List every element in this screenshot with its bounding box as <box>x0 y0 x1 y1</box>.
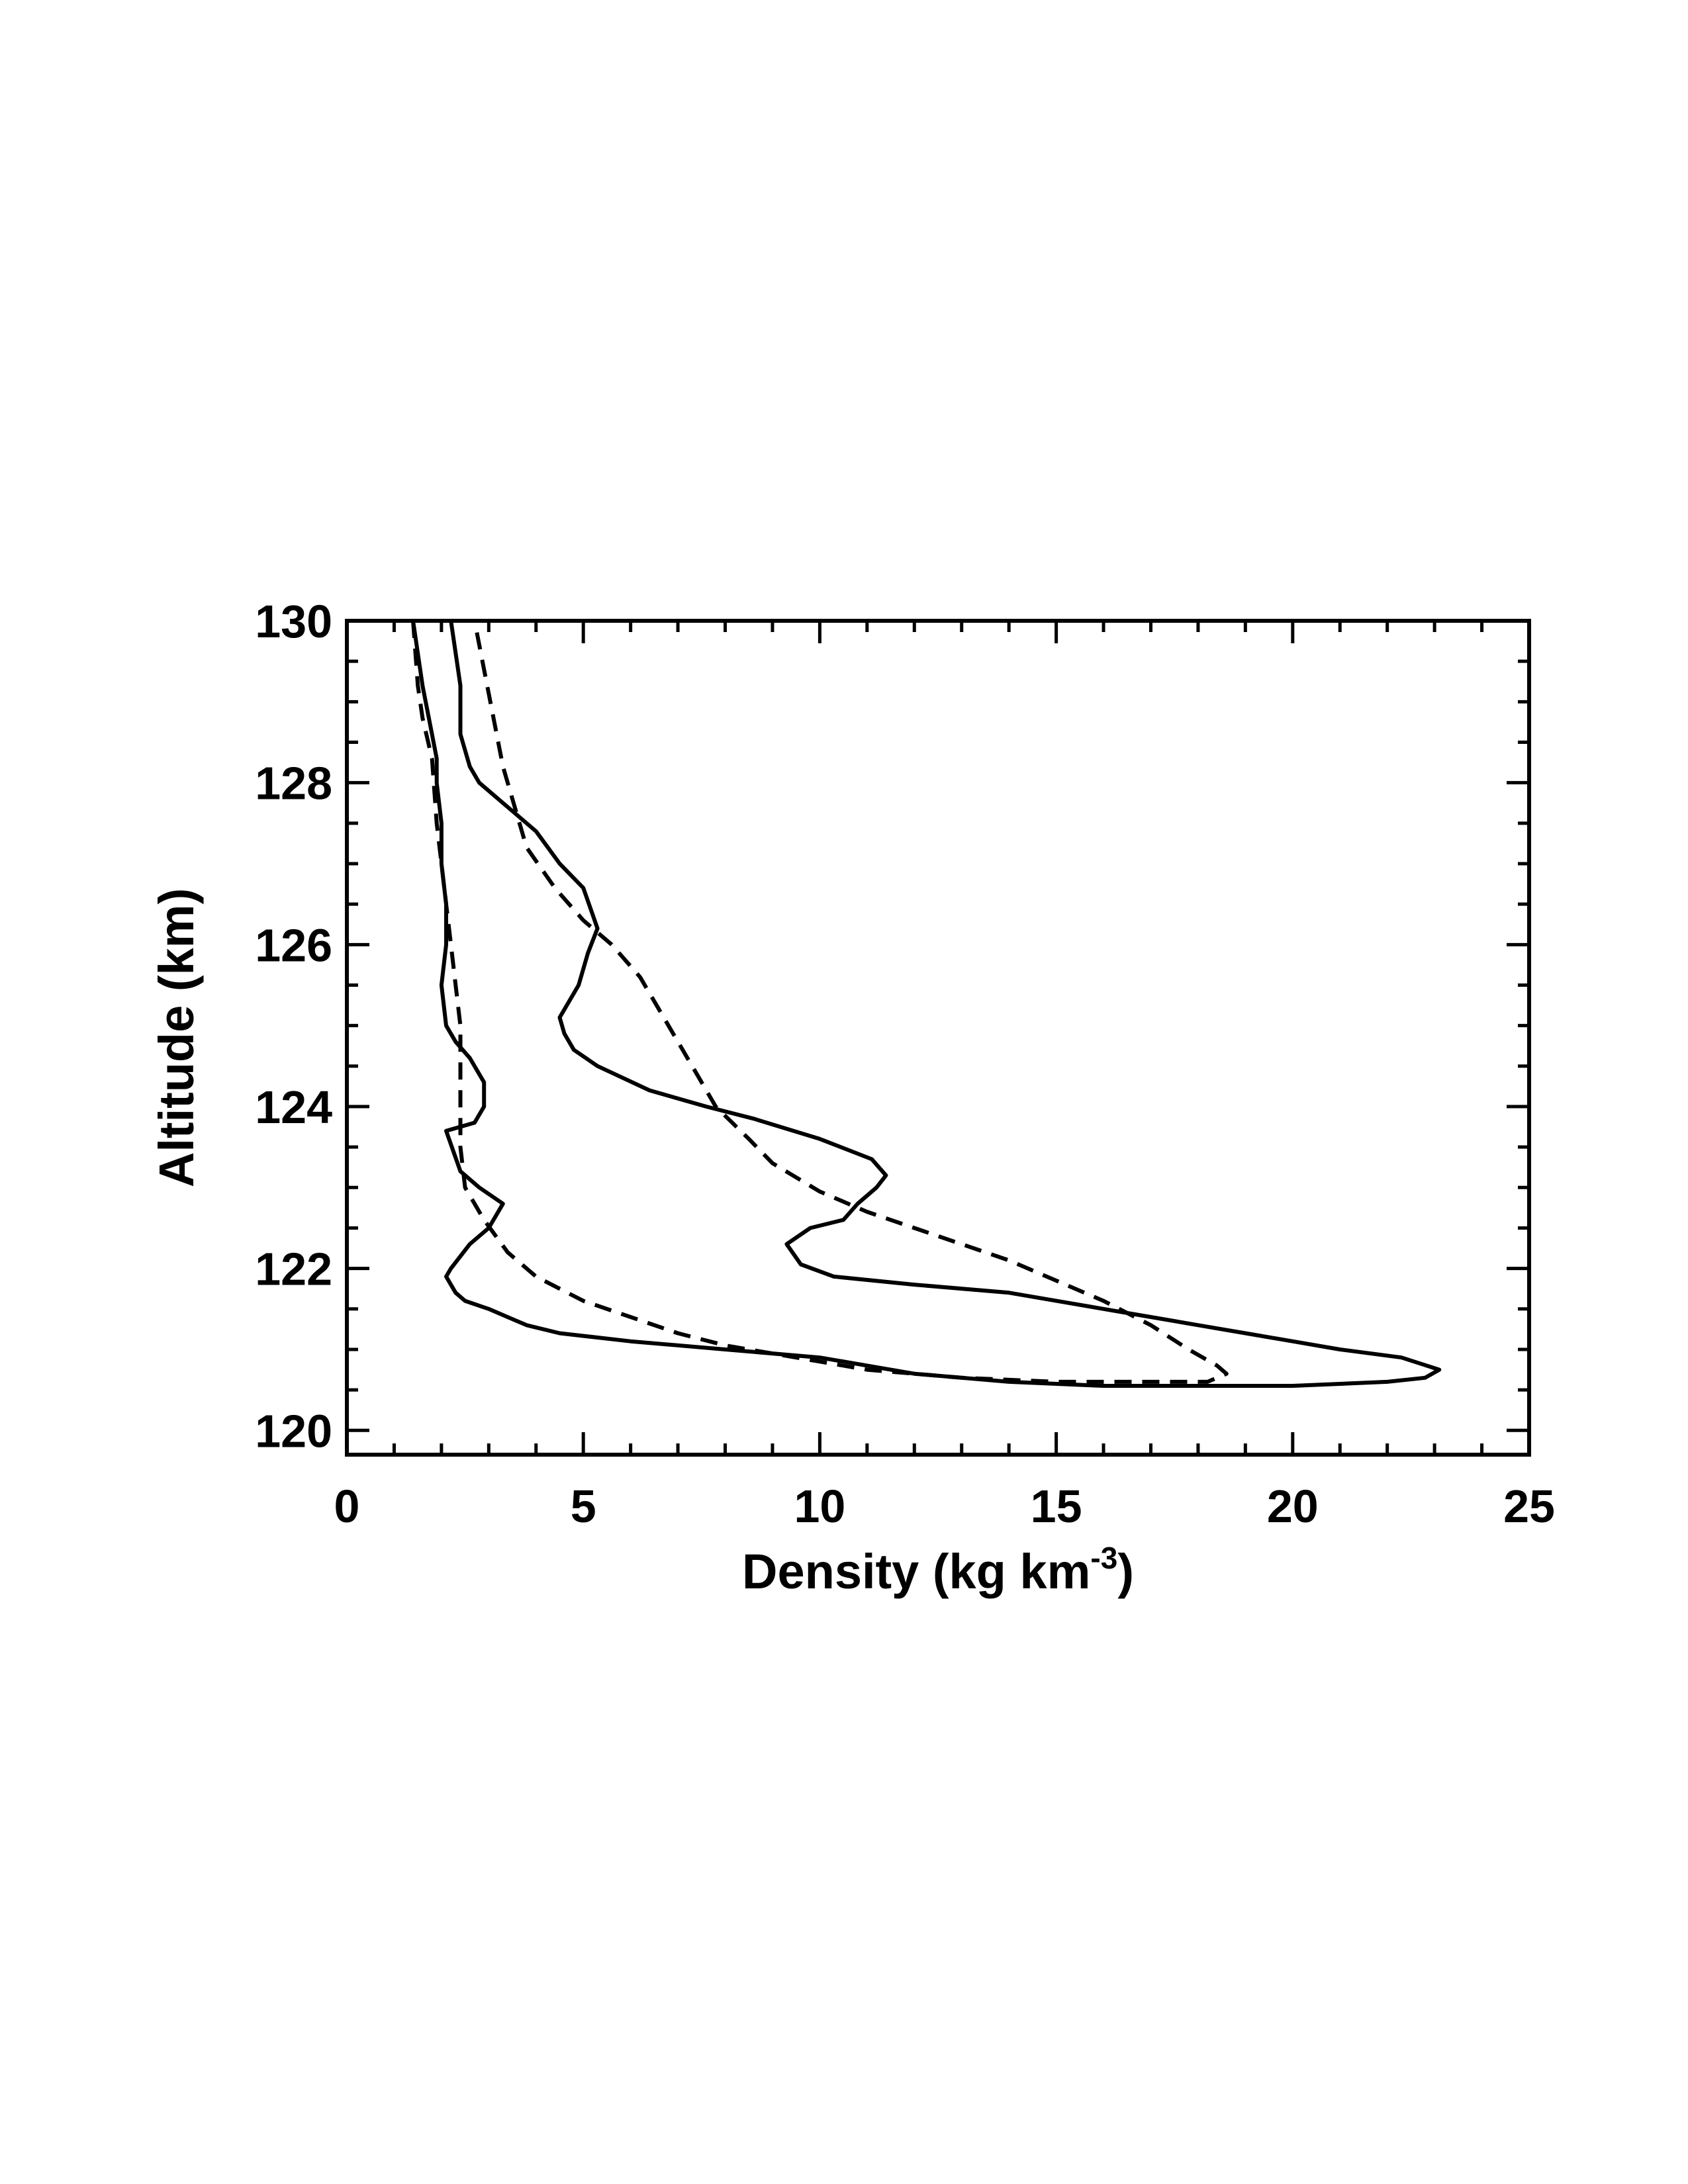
x-tick-label: 25 <box>1503 1480 1555 1532</box>
series-line-dashed-2 <box>411 620 1229 1384</box>
y-tick-label: 130 <box>255 596 332 647</box>
x-tick-label: 0 <box>334 1480 360 1532</box>
y-tick-label: 122 <box>255 1244 332 1295</box>
x-tick-label: 10 <box>794 1480 845 1532</box>
plot-frame <box>345 619 1531 1457</box>
y-tick-label: 124 <box>255 1081 332 1133</box>
tick-labels: 0 5 10 15 20 25 120 122 124 126 128 130 <box>255 596 1555 1532</box>
series-layer <box>411 619 1442 1388</box>
y-tick-label: 128 <box>255 758 332 809</box>
x-axis-title-suffix: ) <box>1117 1544 1134 1599</box>
x-axis-title: Density (kg km-3) <box>742 1541 1134 1599</box>
x-tick-label: 5 <box>571 1480 596 1532</box>
x-axis-title-main: Density (kg km <box>742 1544 1090 1599</box>
series-line-solid-1 <box>411 619 1442 1388</box>
x-axis-title-superscript: -3 <box>1090 1541 1117 1575</box>
y-tick-label: 120 <box>255 1405 332 1457</box>
y-axis-title: Altitude (km) <box>149 888 204 1187</box>
x-tick-label: 20 <box>1267 1480 1319 1532</box>
x-tick-label: 15 <box>1031 1480 1082 1532</box>
y-tick-label: 126 <box>255 919 332 971</box>
